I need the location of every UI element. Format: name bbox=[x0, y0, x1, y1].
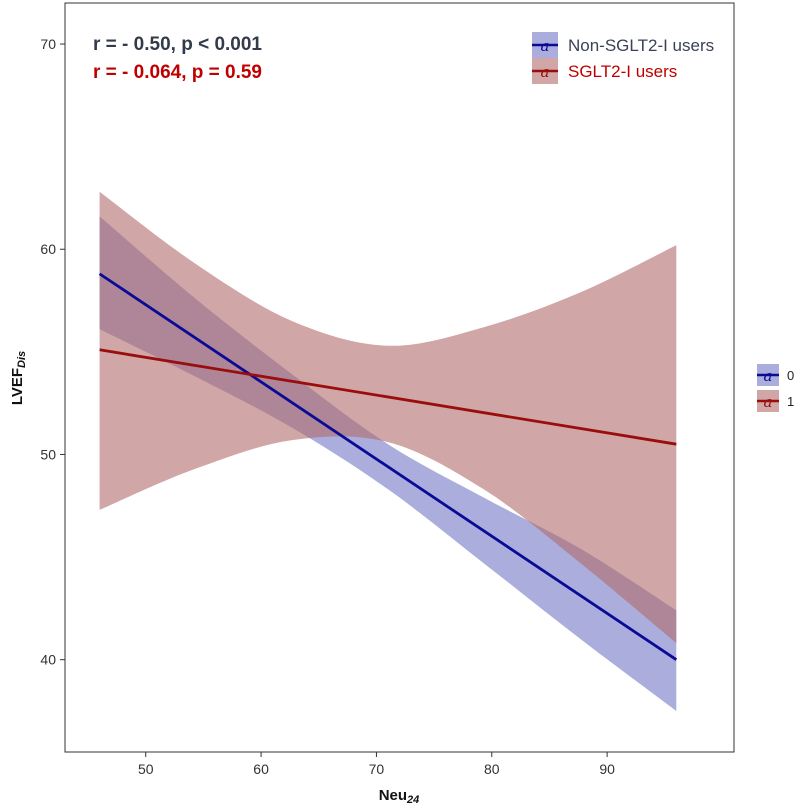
inner-legend-key-1-glyph: a bbox=[541, 63, 550, 81]
x-tick-label: 80 bbox=[484, 761, 500, 777]
confidence-band-1 bbox=[99, 191, 677, 644]
confidence-bands bbox=[99, 191, 677, 711]
inner-legend-label-0: Non-SGLT2-I users bbox=[568, 36, 714, 55]
y-tick-label: 60 bbox=[40, 241, 56, 257]
y-tick-label: 50 bbox=[40, 446, 56, 462]
outer-legend-label-0: 0 bbox=[787, 368, 794, 383]
x-tick-label: 60 bbox=[253, 761, 269, 777]
outer-legend-label-1: 1 bbox=[787, 394, 794, 409]
inner-legend-label-1: SGLT2-I users bbox=[568, 62, 677, 81]
annotation-non-sglt2: r = - 0.50, p < 0.001 bbox=[93, 34, 262, 55]
annotation-sglt2: r = - 0.064, p = 0.59 bbox=[93, 62, 262, 83]
x-axis: 50 60 70 80 90 bbox=[138, 752, 615, 777]
fit-line-0 bbox=[98, 272, 678, 661]
inner-legend: a Non-SGLT2-I users a SGLT2-I users bbox=[532, 32, 714, 84]
outer-legend-key-1-glyph: a bbox=[764, 393, 773, 411]
y-tick-label: 40 bbox=[40, 652, 56, 668]
x-tick-label: 50 bbox=[138, 761, 154, 777]
fit-line-1 bbox=[99, 348, 677, 446]
x-axis-title: Neu24 bbox=[379, 787, 420, 806]
outer-legend: a 0 a 1 bbox=[757, 364, 794, 412]
fit-lines bbox=[98, 272, 678, 661]
x-tick-label: 70 bbox=[369, 761, 385, 777]
y-tick-label: 70 bbox=[40, 36, 56, 52]
y-axis: 40 50 60 70 bbox=[40, 36, 65, 668]
x-tick-label: 90 bbox=[599, 761, 615, 777]
outer-legend-key-0-glyph: a bbox=[764, 367, 773, 385]
inner-legend-key-0-glyph: a bbox=[541, 37, 550, 55]
y-axis-title: LVEFDis bbox=[9, 351, 28, 405]
